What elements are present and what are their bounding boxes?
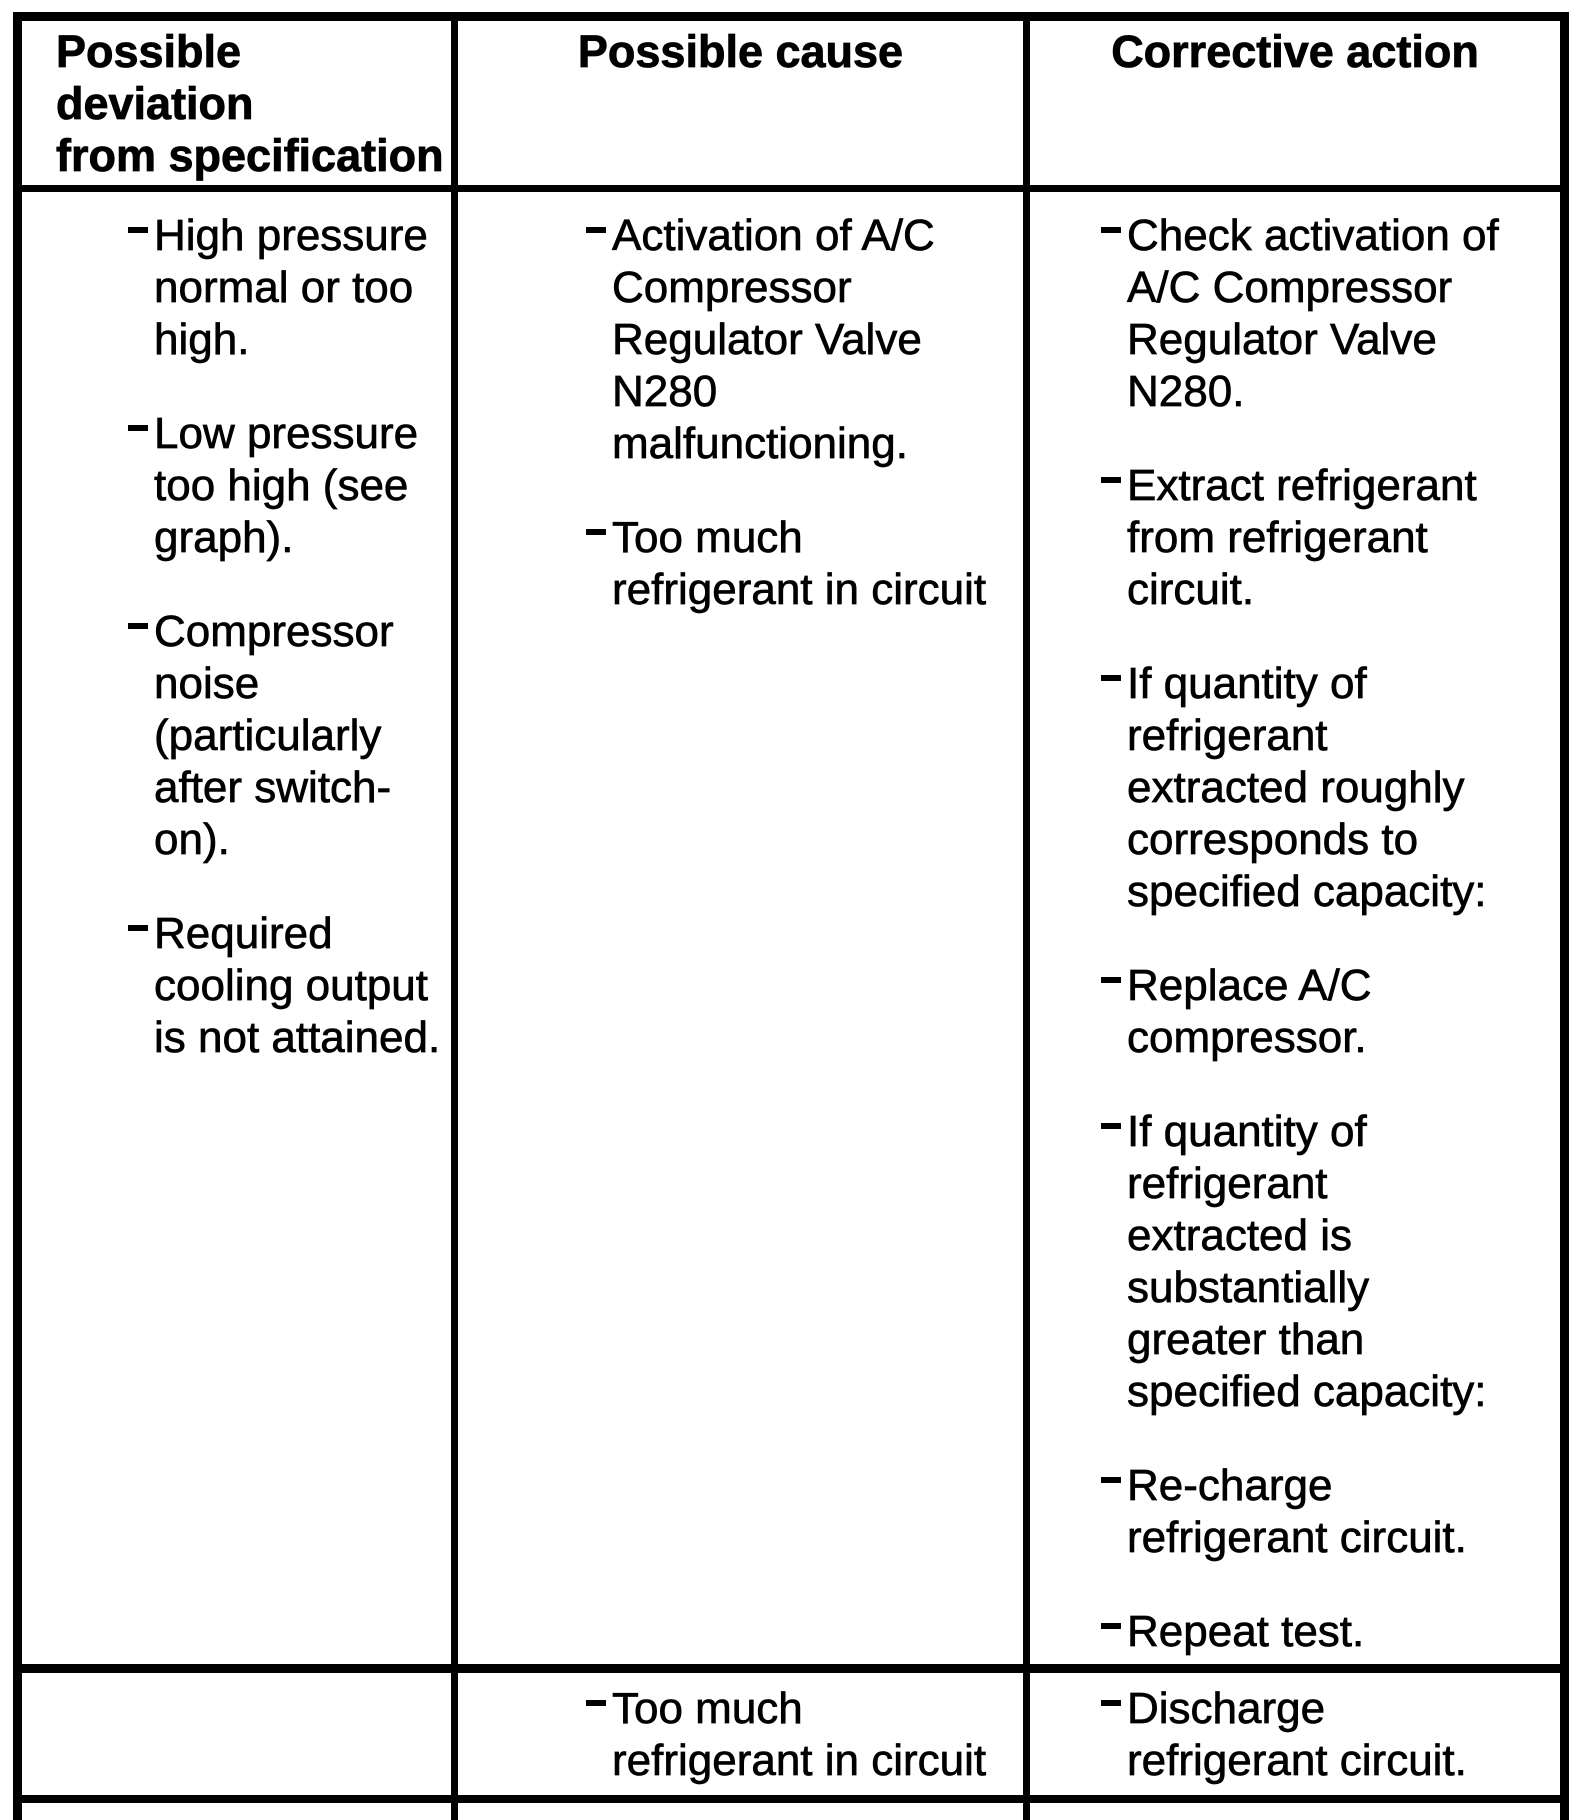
cell-deviation-partial bbox=[22, 1803, 451, 1820]
list-item: Replace A/C compressor. bbox=[1101, 960, 1503, 1064]
dash-bullet-icon bbox=[586, 1700, 606, 1706]
list-item-text: Low pressure too high (see graph). bbox=[154, 409, 419, 563]
table-header-row: Possible deviation from specification Po… bbox=[22, 21, 1560, 192]
cell-cause-partial bbox=[451, 1803, 1023, 1820]
list-item-text: Replace A/C compressor. bbox=[1127, 961, 1372, 1063]
list-item: Too much refrigerant in circuit bbox=[586, 1683, 992, 1787]
list-item: Compressor noise (particularly after swi… bbox=[128, 606, 451, 866]
list-item-text: Too much refrigerant in circuit bbox=[612, 513, 987, 615]
dash-bullet-icon bbox=[1101, 1477, 1121, 1483]
list-item-text: Re-charge refrigerant circuit. bbox=[1127, 1461, 1468, 1563]
cell-action-partial bbox=[1023, 1803, 1560, 1820]
dash-bullet-icon bbox=[1101, 1700, 1121, 1706]
dash-bullet-icon bbox=[1101, 227, 1121, 233]
dash-bullet-icon bbox=[1101, 1123, 1121, 1129]
list-item-text: Check activation of A/C Compressor Regul… bbox=[1127, 211, 1499, 417]
cell-action: Check activation of A/C Compressor Regul… bbox=[1023, 192, 1560, 1664]
list-item-text: Activation of A/C Compressor Regulator V… bbox=[612, 211, 936, 469]
list-item-text: Too much refrigerant in circuit bbox=[612, 1684, 987, 1786]
column-header-cause: Possible cause bbox=[451, 21, 1023, 185]
list-item: Re-charge refrigerant circuit. bbox=[1101, 1460, 1503, 1564]
list-item: Low pressure too high (see graph). bbox=[128, 408, 451, 564]
cell-action: Discharge refrigerant circuit. bbox=[1023, 1673, 1560, 1795]
dash-bullet-icon bbox=[1101, 1623, 1121, 1629]
list-item-text: Extract refrigerant from refrigerant cir… bbox=[1127, 461, 1477, 615]
dash-bullet-icon bbox=[1101, 977, 1121, 983]
cell-deviation bbox=[22, 1673, 451, 1795]
list-item: Too much refrigerant in circuit bbox=[586, 512, 992, 616]
list-item: Repeat test. bbox=[1101, 1606, 1503, 1658]
dash-bullet-icon bbox=[586, 529, 606, 535]
list-item-text: Discharge refrigerant circuit. bbox=[1127, 1684, 1468, 1786]
list-item-text: Required cooling output is not attained. bbox=[154, 909, 441, 1063]
list-item: High pressure normal or too high. bbox=[128, 210, 451, 366]
dash-bullet-icon bbox=[128, 925, 148, 931]
table-row: Too much refrigerant in circuit Discharg… bbox=[22, 1664, 1560, 1803]
dash-bullet-icon bbox=[586, 227, 606, 233]
table-row-partial bbox=[22, 1803, 1560, 1820]
list-item-text: Compressor noise (particularly after swi… bbox=[154, 607, 394, 865]
dash-bullet-icon bbox=[128, 425, 148, 431]
dash-bullet-icon bbox=[128, 227, 148, 233]
dash-bullet-icon bbox=[1101, 477, 1121, 483]
list-item: If quantity of refrigerant extracted rou… bbox=[1101, 658, 1503, 918]
list-item: Extract refrigerant from refrigerant cir… bbox=[1101, 460, 1503, 616]
dash-bullet-icon bbox=[1101, 675, 1121, 681]
list-item: Discharge refrigerant circuit. bbox=[1101, 1683, 1503, 1787]
list-item: Check activation of A/C Compressor Regul… bbox=[1101, 210, 1503, 418]
list-item-text: High pressure normal or too high. bbox=[154, 211, 429, 365]
troubleshooting-table: Possible deviation from specification Po… bbox=[13, 12, 1569, 1820]
list-item: If quantity of refrigerant extracted is … bbox=[1101, 1106, 1503, 1418]
cell-cause: Too much refrigerant in circuit bbox=[451, 1673, 1023, 1795]
column-header-deviation: Possible deviation from specification bbox=[56, 26, 444, 182]
dash-bullet-icon bbox=[128, 623, 148, 629]
list-item-text: If quantity of refrigerant extracted rou… bbox=[1127, 659, 1487, 917]
list-item: Required cooling output is not attained. bbox=[128, 908, 451, 1064]
cell-cause: Activation of A/C Compressor Regulator V… bbox=[451, 192, 1023, 1664]
document-page: Possible deviation from specification Po… bbox=[13, 12, 1569, 1820]
column-header-action: Corrective action bbox=[1023, 21, 1560, 185]
table-row: High pressure normal or too high. Low pr… bbox=[22, 192, 1560, 1664]
list-item-text: Repeat test. bbox=[1127, 1607, 1365, 1657]
cell-deviation: High pressure normal or too high. Low pr… bbox=[22, 192, 451, 1664]
list-item: Activation of A/C Compressor Regulator V… bbox=[586, 210, 992, 470]
list-item-text: If quantity of refrigerant extracted is … bbox=[1127, 1107, 1487, 1417]
